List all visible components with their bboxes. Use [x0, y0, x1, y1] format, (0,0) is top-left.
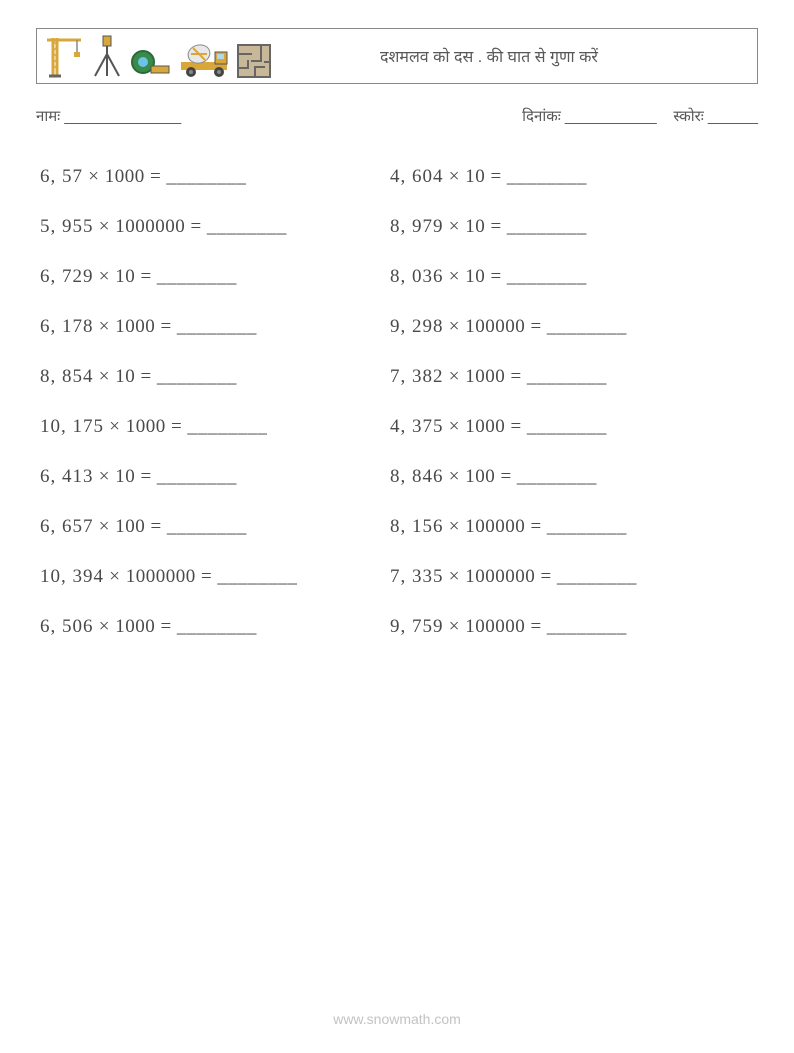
surveyor-icon	[91, 34, 123, 78]
header-box: दशमलव को दस . की घात से गुणा करें	[36, 28, 758, 84]
meta-row: नामः ______________ दिनांकः ___________ …	[36, 106, 758, 126]
problem-left-3: 6, 178 × 1000 = ________	[40, 316, 380, 338]
footer-url: www.snowmath.com	[0, 1011, 794, 1027]
tape-measure-icon	[131, 46, 171, 78]
name-field: नामः ______________	[36, 106, 522, 126]
problem-left-9: 6, 506 × 1000 = ________	[40, 616, 380, 638]
problem-right-8: 7, 335 × 1000000 = ________	[390, 566, 730, 588]
problems-grid: 6, 57 × 1000 = ________ 4, 604 × 10 = ___…	[36, 166, 758, 638]
problem-right-2: 8, 036 × 10 = ________	[390, 266, 730, 288]
score-field: स्कोरः ______	[673, 108, 758, 125]
header-icons	[47, 34, 271, 78]
problem-left-5: 10, 175 × 1000 = ________	[40, 416, 380, 438]
problem-right-3: 9, 298 × 100000 = ________	[390, 316, 730, 338]
problem-left-0: 6, 57 × 1000 = ________	[40, 166, 380, 188]
problem-right-5: 4, 375 × 1000 = ________	[390, 416, 730, 438]
date-field: दिनांकः ___________	[522, 108, 657, 125]
problem-right-0: 4, 604 × 10 = ________	[390, 166, 730, 188]
problem-right-7: 8, 156 × 100000 = ________	[390, 516, 730, 538]
problem-right-6: 8, 846 × 100 = ________	[390, 466, 730, 488]
problem-left-2: 6, 729 × 10 = ________	[40, 266, 380, 288]
problem-left-4: 8, 854 × 10 = ________	[40, 366, 380, 388]
problem-left-6: 6, 413 × 10 = ________	[40, 466, 380, 488]
problem-right-9: 9, 759 × 100000 = ________	[390, 616, 730, 638]
maze-icon	[237, 44, 271, 78]
problem-right-4: 7, 382 × 1000 = ________	[390, 366, 730, 388]
problem-left-7: 6, 657 × 100 = ________	[40, 516, 380, 538]
problem-left-8: 10, 394 × 1000000 = ________	[40, 566, 380, 588]
problem-left-1: 5, 955 × 1000000 = ________	[40, 216, 380, 238]
problem-right-1: 8, 979 × 10 = ________	[390, 216, 730, 238]
cement-truck-icon	[179, 42, 229, 78]
worksheet-title: दशमलव को दस . की घात से गुणा करें	[271, 45, 747, 67]
crane-icon	[47, 34, 83, 78]
